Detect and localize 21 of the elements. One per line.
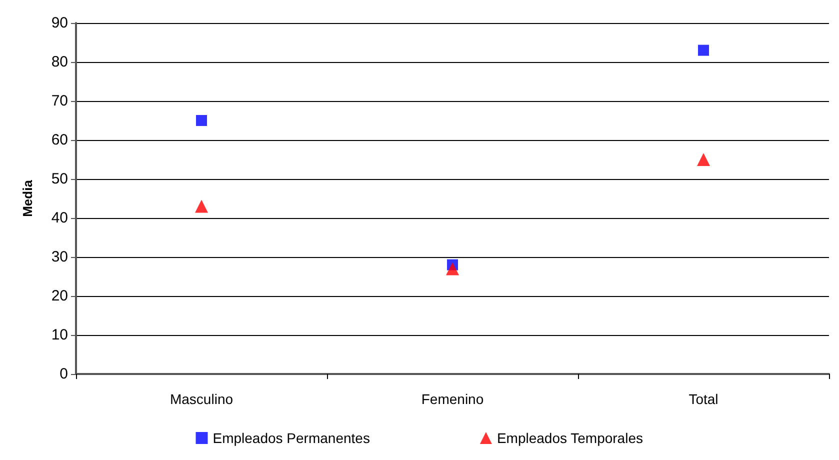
y-tick-label: 40 [51, 210, 68, 226]
x-tick-label: Femenino [421, 391, 484, 407]
y-tick-label: 30 [51, 248, 68, 266]
y-tick-label: 10 [51, 326, 68, 344]
point [196, 115, 207, 126]
y-tick-label: 20 [51, 288, 68, 304]
x-tick-label: Total [688, 391, 718, 407]
y-tick-label: 60 [51, 132, 68, 148]
point [698, 44, 709, 56]
point [195, 200, 208, 213]
y-tick-label: 0 [60, 366, 68, 382]
y-tick-label: 70 [51, 92, 68, 110]
y-tick-label: 90 [51, 14, 68, 32]
point [697, 153, 710, 166]
x-tick-label: Masculino [170, 391, 234, 407]
point [446, 262, 459, 276]
y-tick-label: 50 [51, 170, 68, 188]
y-tick-label: 80 [51, 54, 68, 70]
legend-label: Empleados Permanentes [212, 430, 370, 446]
legend-label: Empleados Temporales [496, 430, 643, 446]
y-axis-title: Media [20, 179, 35, 217]
